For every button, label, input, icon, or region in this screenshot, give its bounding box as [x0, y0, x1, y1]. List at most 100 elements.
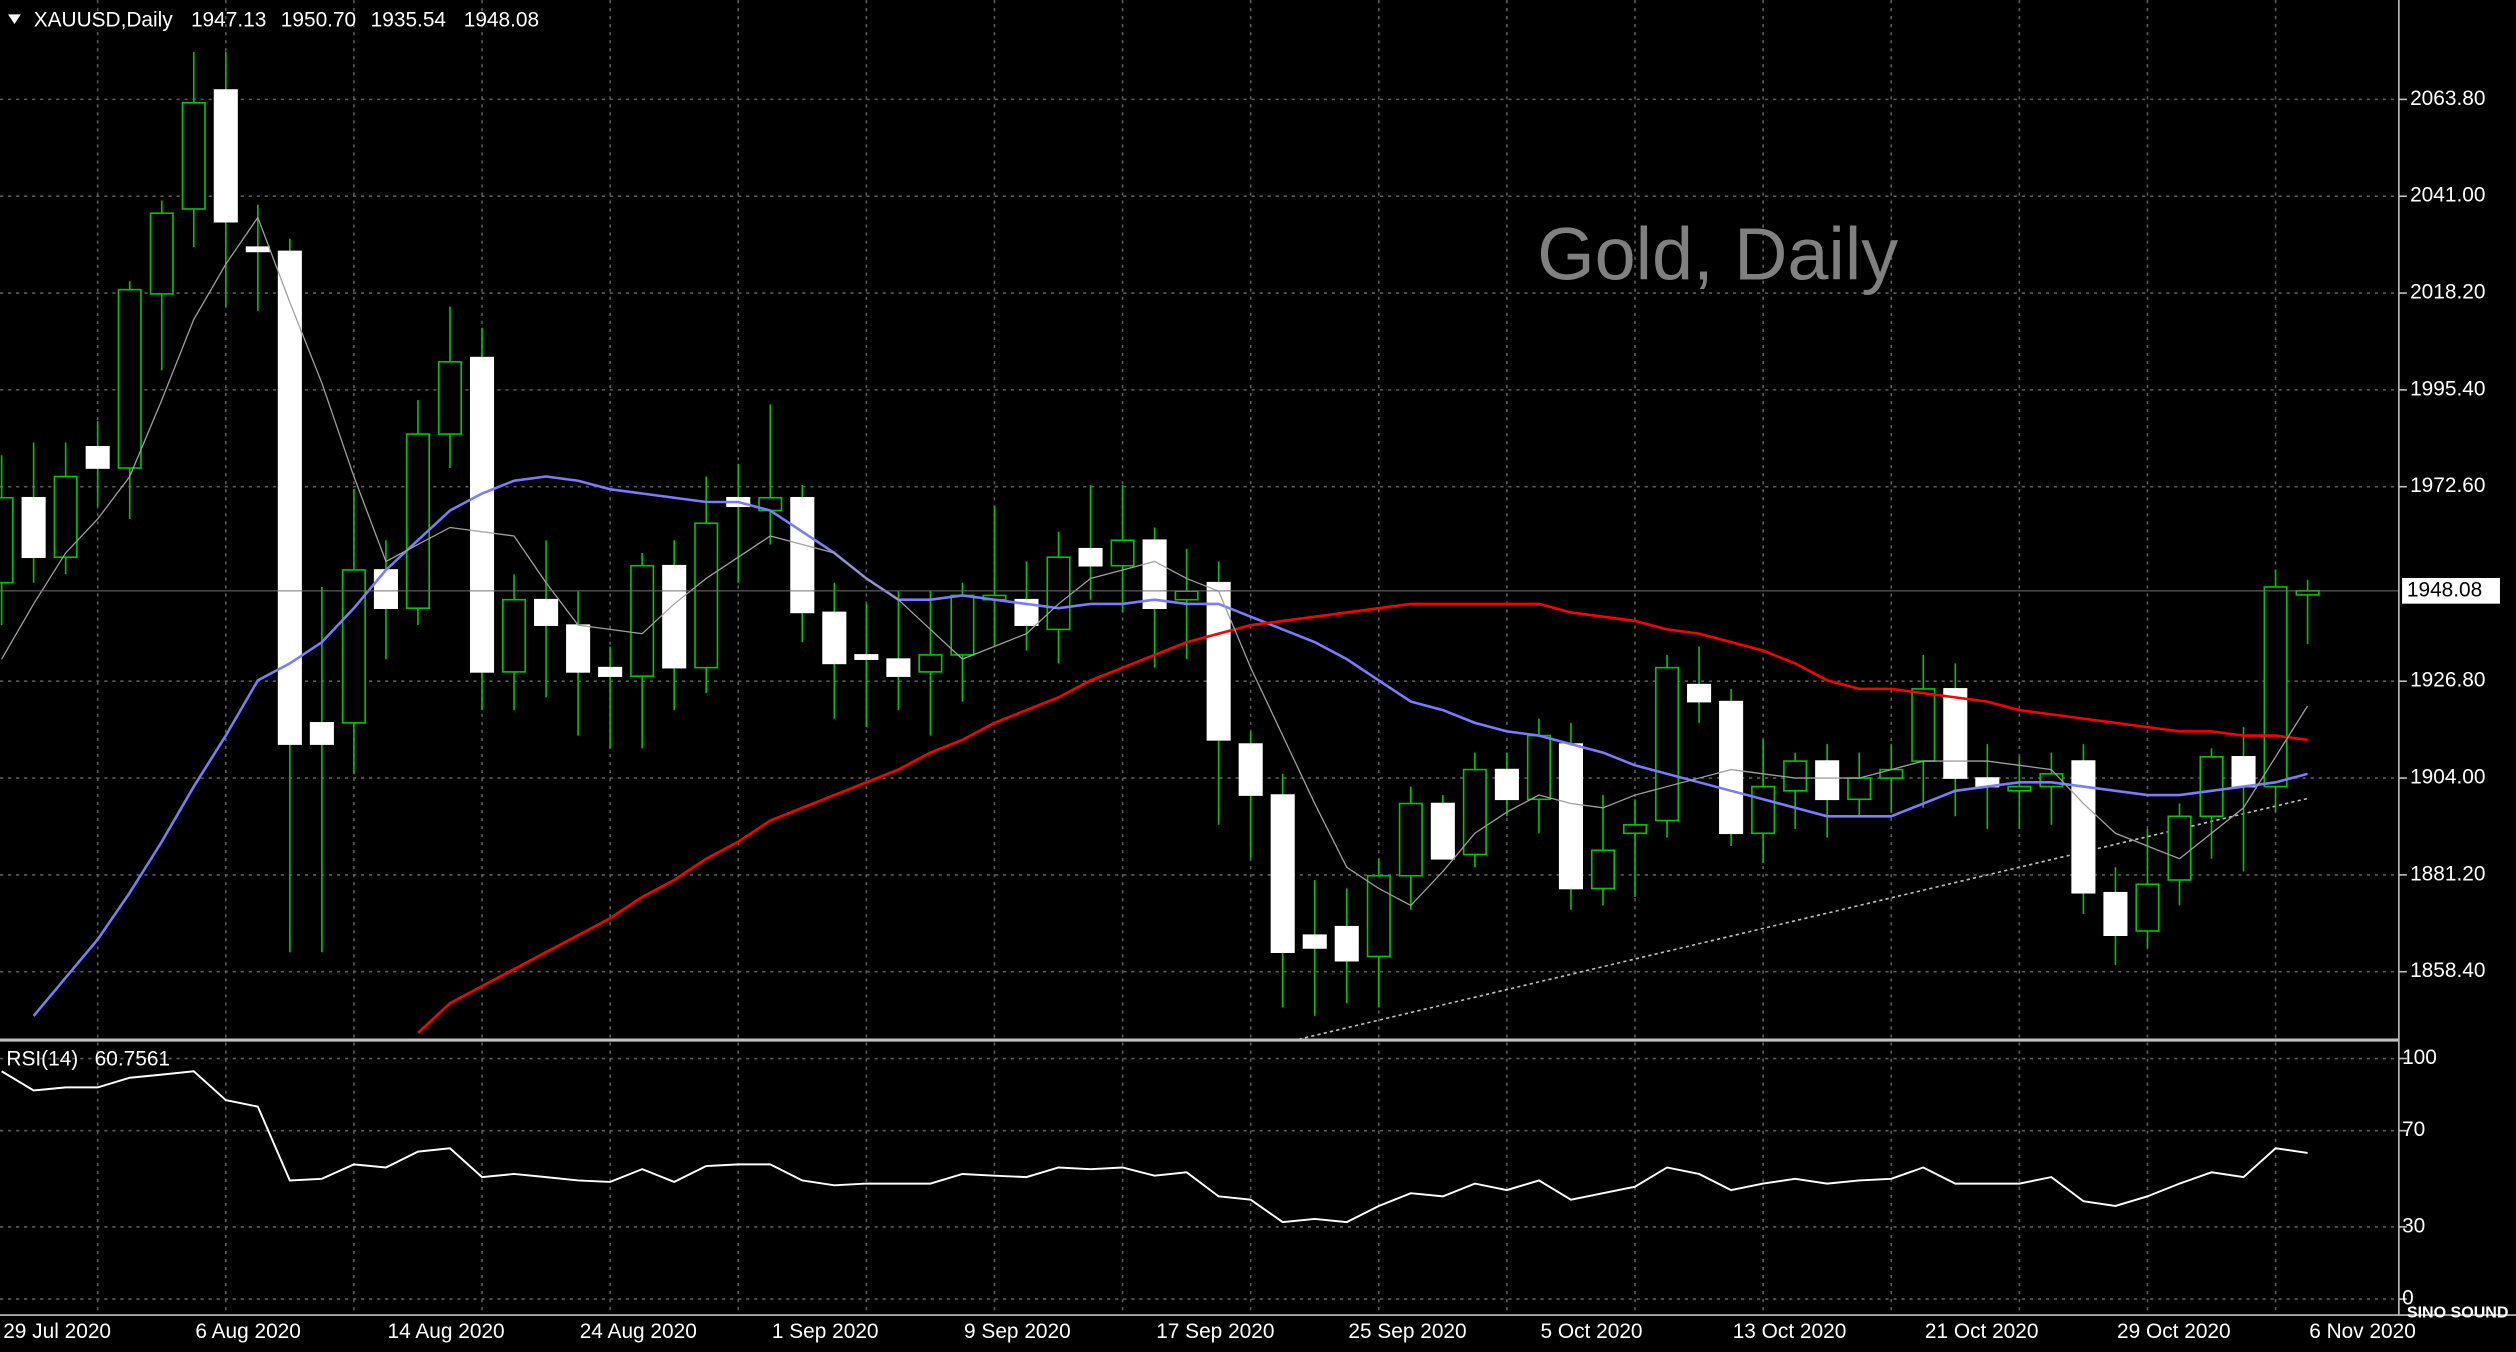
candle-body — [1590, 849, 1616, 890]
candle-body — [2167, 815, 2192, 881]
candle-body — [85, 445, 110, 469]
x-tick-label: 21 Oct 2020 — [1925, 1320, 2039, 1343]
candle-body — [534, 598, 559, 626]
symbol-title: XAUUSD,Daily — [34, 8, 174, 31]
candle-body — [1302, 934, 1327, 949]
y-tick-label: 1926.80 — [2410, 669, 2485, 692]
y-tick-label: 100 — [2402, 1046, 2437, 1069]
candle-body — [1526, 734, 1551, 801]
moving-average-line — [1, 216, 2309, 907]
candle-body — [950, 594, 975, 656]
candle-body — [21, 496, 46, 559]
candle-body — [822, 611, 847, 665]
candle-body — [181, 101, 206, 210]
candle-body — [2231, 756, 2256, 788]
candle-body — [1398, 802, 1423, 877]
candle-body — [1014, 598, 1039, 626]
header-value: 1947.13 — [191, 8, 266, 31]
candle-body — [469, 356, 495, 673]
candle-body — [1334, 925, 1359, 962]
price-label: 1948.08 — [2407, 578, 2482, 601]
x-tick-label: 9 Sep 2020 — [964, 1320, 1071, 1343]
x-tick-label: 24 Aug 2020 — [580, 1320, 697, 1343]
candle-body — [790, 496, 815, 614]
x-tick-label: 6 Nov 2020 — [2309, 1320, 2416, 1343]
rsi-panel — [1, 1070, 2308, 1224]
candle-body — [373, 569, 398, 609]
rsi-value: 60.7561 — [95, 1048, 170, 1071]
candle-body — [1655, 666, 1680, 822]
menu-triangle — [8, 14, 21, 25]
candle-body — [1783, 760, 1808, 792]
moving-average-line — [417, 602, 2308, 1034]
candle-body — [1174, 590, 1199, 601]
candle-body — [886, 658, 911, 677]
header-value: 1935.54 — [371, 8, 446, 31]
candle-body — [0, 496, 14, 584]
candle-body — [341, 569, 366, 724]
candle-body — [437, 361, 463, 435]
price-panel — [0, 51, 2399, 1040]
rsi-line — [1, 1070, 2308, 1224]
candle-body — [405, 433, 430, 609]
candle-body — [1879, 768, 1904, 779]
x-tick-label: 29 Jul 2020 — [3, 1320, 111, 1343]
candle-body — [1462, 768, 1487, 856]
candle-body — [1911, 688, 1936, 762]
candle-body — [1622, 823, 1648, 835]
candle-body — [1943, 688, 1968, 779]
candle-body — [2199, 756, 2224, 818]
y-tick-label: 70 — [2402, 1118, 2425, 1141]
candle-body — [117, 288, 142, 469]
candle-body — [662, 564, 687, 669]
y-tick-label: 1858.40 — [2410, 959, 2485, 982]
candle-body — [2071, 760, 2096, 894]
candle-body — [2135, 883, 2160, 932]
candle-body — [1430, 802, 1455, 860]
y-tick-label: 0 — [2402, 1287, 2414, 1310]
header-value: 1950.70 — [281, 8, 356, 31]
axes: 29 Jul 2020 6 Aug 2020 14 Aug 2020 24 Aug 2… — [3, 87, 2500, 1343]
candle-body — [1815, 760, 1840, 801]
candle-body — [502, 598, 527, 673]
candle-body — [630, 564, 655, 677]
candle-body — [1142, 539, 1167, 609]
x-tick-label: 14 Aug 2020 — [388, 1320, 505, 1343]
x-tick-label: 6 Aug 2020 — [195, 1320, 301, 1343]
candle-body — [53, 475, 78, 559]
logo: SINO SOUND — [2407, 1304, 2509, 1322]
candle-body — [213, 89, 238, 223]
candle-body — [245, 246, 270, 253]
x-tick-label: 17 Sep 2020 — [1156, 1320, 1274, 1343]
candle-body — [1270, 794, 1295, 953]
candle-body — [277, 250, 302, 745]
candle-body — [309, 722, 334, 745]
candle-body — [1751, 785, 1776, 835]
candle-body — [1110, 539, 1135, 567]
candle-body — [918, 654, 943, 673]
x-tick-label: 1 Sep 2020 — [772, 1320, 879, 1343]
y-tick-label: 1904.00 — [2410, 766, 2485, 789]
candle-body — [1078, 547, 1103, 567]
x-tick-label: 25 Sep 2020 — [1348, 1320, 1466, 1343]
rsi-title: RSI(14) — [6, 1048, 78, 1071]
candle-body — [2103, 891, 2128, 937]
x-tick-label: 13 Oct 2020 — [1733, 1320, 1847, 1343]
y-tick-label: 1972.60 — [2410, 474, 2485, 497]
y-tick-label: 30 — [2402, 1214, 2425, 1237]
moving-average-line — [32, 475, 2308, 1017]
candle-body — [1847, 777, 1872, 801]
candle-body — [1558, 743, 1583, 890]
x-tick-label: 5 Oct 2020 — [1541, 1320, 1643, 1343]
candle-body — [598, 666, 623, 677]
candle-body — [566, 624, 591, 673]
candle-body — [1687, 683, 1712, 703]
candle-body — [1494, 768, 1519, 801]
candle-body — [1238, 743, 1263, 796]
candle-body — [854, 654, 879, 660]
y-tick-label: 1995.40 — [2410, 377, 2485, 400]
y-tick-label: 2018.20 — [2410, 281, 2485, 304]
